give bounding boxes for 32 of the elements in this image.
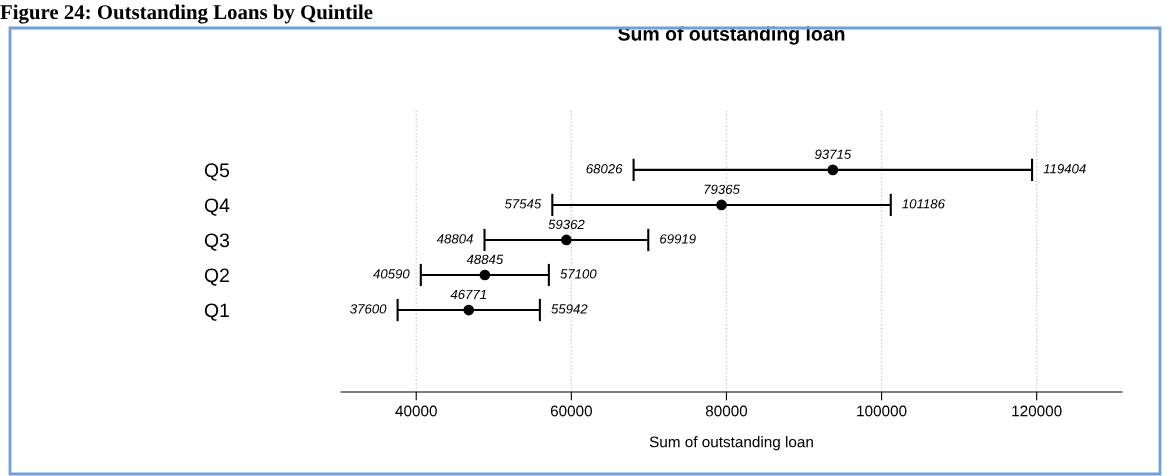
point xyxy=(463,304,475,316)
annotation: 57100 xyxy=(560,269,597,279)
data-label: 48845 xyxy=(466,254,504,265)
y-tick-label: Q5 xyxy=(204,163,230,181)
y-tick-label: Q3 xyxy=(204,233,230,251)
annotation: 69919 xyxy=(660,234,696,244)
annotation: 55942 xyxy=(551,304,588,314)
data-label: 79365 xyxy=(704,184,740,194)
annotation: 101186 xyxy=(902,199,945,209)
point xyxy=(716,199,727,211)
point xyxy=(479,269,491,281)
x-tick-label: 100000 xyxy=(857,405,907,417)
y-tick-label: Q2 xyxy=(204,268,229,286)
point xyxy=(827,164,839,176)
x-tick-label: 60000 xyxy=(550,405,592,417)
y-tick-label: Q4 xyxy=(204,198,230,216)
annotation: 57545 xyxy=(504,199,542,209)
data-label: 93715 xyxy=(814,149,852,159)
x-axis-title: Sum of outstanding loan xyxy=(649,436,813,451)
data-label: 46771 xyxy=(450,289,486,300)
annotation: 37600 xyxy=(350,304,387,314)
x-tick-label: 40000 xyxy=(395,405,437,417)
annotation: 40590 xyxy=(373,269,410,279)
annotation: 48804 xyxy=(436,234,473,244)
annotation: 119404 xyxy=(1043,164,1086,174)
x-tick-label: 80000 xyxy=(705,405,748,417)
point xyxy=(561,234,572,246)
x-tick-label: 120000 xyxy=(1012,405,1062,417)
y-tick-label: Q1 xyxy=(204,303,229,321)
data-label: 59362 xyxy=(548,219,585,230)
chart-subtitle: Figure 24: Outstanding Loans by Quintile xyxy=(0,4,373,24)
annotation: 68026 xyxy=(586,164,623,174)
